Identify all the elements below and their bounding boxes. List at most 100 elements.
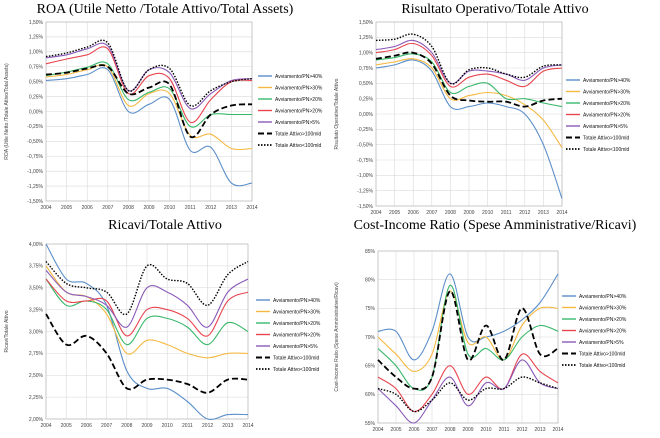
x-tick-label: 2008 <box>444 427 455 433</box>
legend-label: Avviamento/PN>40% <box>579 294 627 300</box>
y-tick-label: -1,00% <box>27 169 43 175</box>
legend-label: Avviamento/PN>20% <box>275 108 323 114</box>
legend-label: Avviamento/PN>20% <box>275 97 323 103</box>
y-tick-label: 85% <box>365 249 376 255</box>
legend-label: Totale Attivo<100mld <box>583 147 629 153</box>
y-tick-label: 1,50% <box>29 20 44 26</box>
legend-label: Avviamento/PN>40% <box>275 74 323 80</box>
series-line <box>45 61 252 128</box>
series-line <box>45 42 253 110</box>
y-tick-label: 0,75% <box>29 65 44 71</box>
y-tick-label: 60% <box>365 392 376 398</box>
y-tick-label: -0,75% <box>27 154 43 160</box>
x-tick-label: 2013 <box>226 205 237 211</box>
x-tick-label: 2014 <box>556 210 567 216</box>
series-line <box>375 59 563 199</box>
y-tick-label: 4,00% <box>29 242 44 248</box>
y-tick-label: -0,25% <box>357 127 373 133</box>
legend-label: Avviamento/PN>40% <box>273 298 321 304</box>
y-tick-label: -1,50% <box>27 199 43 205</box>
y-tick-label: -1,50% <box>357 204 373 210</box>
series-line <box>45 278 249 337</box>
legend-label: Avviamento/PN>5% <box>583 124 628 130</box>
series-line <box>377 376 559 413</box>
y-tick-label: 0,00% <box>359 112 374 118</box>
legend-label: Avviamento/PN>20% <box>579 328 627 334</box>
legend-label: Avviamento/PN>20% <box>273 332 321 338</box>
y-axis-label: Cost-Income Ratio (Spese Amministrative/… <box>334 282 340 392</box>
x-tick-label: 2007 <box>101 423 112 429</box>
legend-label: Totale Attivo>100mld <box>275 131 321 137</box>
y-tick-label: -0,25% <box>27 124 43 130</box>
y-tick-label: -1,00% <box>357 173 373 179</box>
series-line <box>45 243 249 421</box>
x-tick-label: 2014 <box>246 205 257 211</box>
x-tick-label: 2012 <box>516 427 527 433</box>
x-tick-label: 2012 <box>519 210 530 216</box>
legend-label: Totale Attivo>100mld <box>579 351 625 357</box>
chart-roa-svg: 1,50% 1,25% 1,00% 0,75% 0,50% 0,25% 0,00% -0,25… <box>4 20 323 211</box>
x-tick-label: 2009 <box>143 205 154 211</box>
legend-label: Avviamento/PN>30% <box>275 85 323 91</box>
y-tick-label: 2,25% <box>29 395 44 401</box>
x-tick-label: 2009 <box>462 427 473 433</box>
legend-label: Totale Attivo<100mld <box>275 143 321 149</box>
chart-ricavi: Ricavi/Totale Attivo 4,00% 3,75% 3,50% 3,25… <box>0 216 330 433</box>
x-tick-label: 2008 <box>445 210 456 216</box>
y-tick-label: 1,00% <box>29 50 44 56</box>
series-line <box>377 290 559 372</box>
chart-cost-income-svg: 85% 80% 75% 70% 65% 60% 55%2004 2005 2006 2007 200… <box>334 249 627 433</box>
legend-label: Avviamento/PN>20% <box>273 321 321 327</box>
y-tick-label: 0,75% <box>359 66 374 72</box>
chart-title: Ricavi/Totale Attivo <box>108 218 222 233</box>
x-tick-label: 2007 <box>102 205 113 211</box>
y-tick-label: 3,50% <box>29 286 44 292</box>
series-line <box>45 46 253 124</box>
y-tick-label: 3,75% <box>29 264 44 270</box>
legend-label: Avviamento/PN>30% <box>273 309 321 315</box>
series-line <box>375 53 563 108</box>
x-tick-label: 2004 <box>370 210 381 216</box>
legend-label: Totale Attivo<100mld <box>579 363 625 369</box>
y-tick-label: 0,50% <box>359 81 374 87</box>
x-tick-label: 2009 <box>463 210 474 216</box>
series-line <box>45 278 249 346</box>
y-tick-label: 1,25% <box>29 35 44 41</box>
series-line <box>45 269 249 328</box>
x-tick-label: 2005 <box>61 423 72 429</box>
x-tick-label: 2007 <box>426 210 437 216</box>
y-tick-label: 55% <box>365 421 376 427</box>
x-tick-label: 2005 <box>390 427 401 433</box>
y-tick-label: 1,25% <box>359 35 374 41</box>
y-tick-label: 3,00% <box>29 329 44 335</box>
chart-title: ROA (Utile Netto /Totale Attivo/Total As… <box>36 2 294 17</box>
y-tick-label: 75% <box>365 306 376 312</box>
series-line <box>375 39 563 85</box>
x-tick-label: 2007 <box>426 427 437 433</box>
series-line <box>375 42 563 88</box>
chart-roa: ROA (Utile Netto /Totale Attivo/Total As… <box>0 0 330 216</box>
legend-label: Avviamento/PN>5% <box>275 120 320 126</box>
series-line <box>375 58 563 149</box>
legend-label: Avviamento/PN>20% <box>583 112 631 118</box>
x-tick-label: 2011 <box>185 205 196 211</box>
y-tick-label: 80% <box>365 277 376 283</box>
y-tick-label: 70% <box>365 335 376 341</box>
x-tick-label: 2014 <box>552 427 563 433</box>
chart-risultato-operativo: Risultato Operativo/Totale Attivo 1,50% 1… <box>330 0 660 216</box>
y-tick-label: 0,50% <box>29 79 44 85</box>
plot-frame <box>375 21 563 207</box>
plot-frame <box>45 21 253 202</box>
series-line <box>377 290 559 391</box>
x-tick-label: 2005 <box>389 210 400 216</box>
y-tick-label: -1,25% <box>357 188 373 194</box>
x-tick-label: 2013 <box>534 427 545 433</box>
series-line <box>377 284 559 391</box>
series-line <box>375 51 563 108</box>
series-line <box>377 273 559 361</box>
chart-cost-income: Cost-Income Ratio (Spese Amministrative/… <box>330 216 660 433</box>
x-tick-label: 2010 <box>162 423 173 429</box>
x-tick-label: 2004 <box>40 205 51 211</box>
series-line <box>375 33 563 85</box>
y-axis-label: ROA (Utile Netto /Totale Attivo/Total As… <box>4 63 10 160</box>
